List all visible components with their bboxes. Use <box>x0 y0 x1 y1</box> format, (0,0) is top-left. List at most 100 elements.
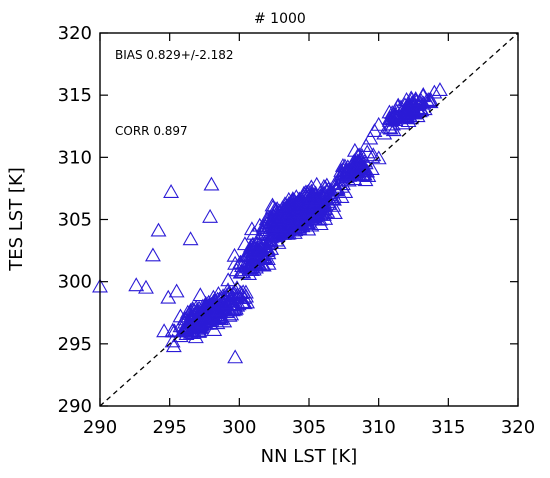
scatter-point <box>308 176 325 191</box>
scatter-point <box>182 231 199 246</box>
scatter-points <box>92 82 448 364</box>
scatter-point <box>317 205 334 219</box>
scatter-point <box>165 338 182 353</box>
scatter-point <box>227 255 244 270</box>
scatter-point <box>202 303 219 318</box>
scatter-point <box>351 166 368 181</box>
scatter-point <box>381 104 398 119</box>
scatter-point <box>168 283 185 298</box>
scatter-point <box>276 224 293 238</box>
scatter-point <box>262 209 279 224</box>
scatter-point <box>263 240 280 255</box>
y-tick-label: 290 <box>58 396 92 417</box>
scatter-point <box>249 243 266 258</box>
scatter-point <box>150 222 167 237</box>
scatter-point <box>326 205 343 219</box>
scatter-point <box>264 197 281 212</box>
scatter-point <box>156 323 173 338</box>
scatter-point <box>276 218 293 233</box>
scatter-point <box>370 150 387 165</box>
x-tick-label: 315 <box>431 417 465 438</box>
top-count-label: # 1000 <box>254 11 306 27</box>
scatter-point <box>408 93 425 108</box>
x-tick-label: 290 <box>83 417 117 438</box>
y-tick-label: 300 <box>58 272 92 293</box>
scatter-point <box>364 149 381 163</box>
scatter-point <box>220 272 237 287</box>
scatter-point <box>144 247 161 262</box>
y-tick-label: 320 <box>58 23 92 44</box>
scatter-point <box>227 349 244 364</box>
y-tick-label: 310 <box>58 147 92 168</box>
scatter-point <box>390 108 407 123</box>
scatter-point <box>389 98 406 113</box>
scatter-point <box>229 280 245 295</box>
scatter-point <box>291 219 308 234</box>
scatter-point <box>281 195 297 210</box>
scatter-point <box>303 192 320 207</box>
x-tick-label: 305 <box>292 417 326 438</box>
scatter-point <box>255 218 272 233</box>
scatter-point <box>245 244 262 259</box>
y-tick-label: 295 <box>58 334 92 355</box>
scatter-point <box>412 100 429 115</box>
y-tick-label: 305 <box>58 210 92 231</box>
scatter-point <box>185 322 202 337</box>
scatter-point <box>334 166 351 181</box>
axis-ticks: 290 295 300 305 310 315 320 290 295 300 305 310 315 3… <box>58 23 536 438</box>
scatter-point <box>188 299 205 314</box>
scatter-point <box>291 204 308 219</box>
scatter-point <box>287 196 304 211</box>
scatter-point <box>187 315 204 330</box>
scatter-point <box>412 92 429 107</box>
scatter-point <box>381 119 398 134</box>
scatter-point <box>203 176 220 191</box>
scatter-point <box>270 209 287 224</box>
scatter-point <box>226 247 243 262</box>
scatter-point <box>238 248 255 263</box>
scatter-point <box>227 283 244 298</box>
scatter-point <box>202 208 219 223</box>
scatter-point <box>387 109 404 124</box>
x-tick-label: 310 <box>361 417 395 438</box>
scatter-point <box>215 288 231 303</box>
scatter-point <box>400 105 417 120</box>
scatter-point <box>138 279 154 294</box>
scatter-point <box>197 295 214 310</box>
y-axis-label: TES LST [K] <box>6 167 27 272</box>
scatter-point <box>258 222 275 237</box>
scatter-point <box>326 176 343 191</box>
scatter-point <box>223 293 240 308</box>
scatter-point <box>340 172 357 187</box>
scatter-point <box>164 333 181 348</box>
scatter-point <box>382 120 399 135</box>
scatter-point <box>422 92 439 106</box>
corr-annotation: CORR 0.897 <box>115 124 188 138</box>
scatter-point <box>308 194 325 209</box>
x-axis-label: NN LST [K] <box>261 446 358 467</box>
scatter-point <box>277 206 294 221</box>
scatter-point <box>242 260 259 275</box>
scatter-point <box>339 164 356 179</box>
bias-annotation: BIAS 0.829+/-2.182 <box>115 48 234 62</box>
scatter-point <box>197 315 214 330</box>
scatter-point <box>357 172 374 187</box>
scatter-point <box>362 130 379 145</box>
scatter-point <box>229 297 246 312</box>
scatter-point <box>351 156 368 171</box>
x-tick-label: 295 <box>152 417 186 438</box>
scatter-point <box>192 287 209 302</box>
scatter-point <box>192 320 209 334</box>
scatter-point <box>426 84 443 99</box>
scatter-point <box>416 101 433 116</box>
scatter-point <box>432 82 448 96</box>
scatter-point <box>198 311 215 326</box>
scatter-point <box>128 277 145 292</box>
scatter-point <box>249 241 266 256</box>
scatter-point <box>403 91 420 106</box>
scatter-point <box>163 184 180 198</box>
x-tick-label: 320 <box>501 417 535 438</box>
scatter-point <box>411 103 428 118</box>
x-tick-label: 300 <box>222 417 256 438</box>
